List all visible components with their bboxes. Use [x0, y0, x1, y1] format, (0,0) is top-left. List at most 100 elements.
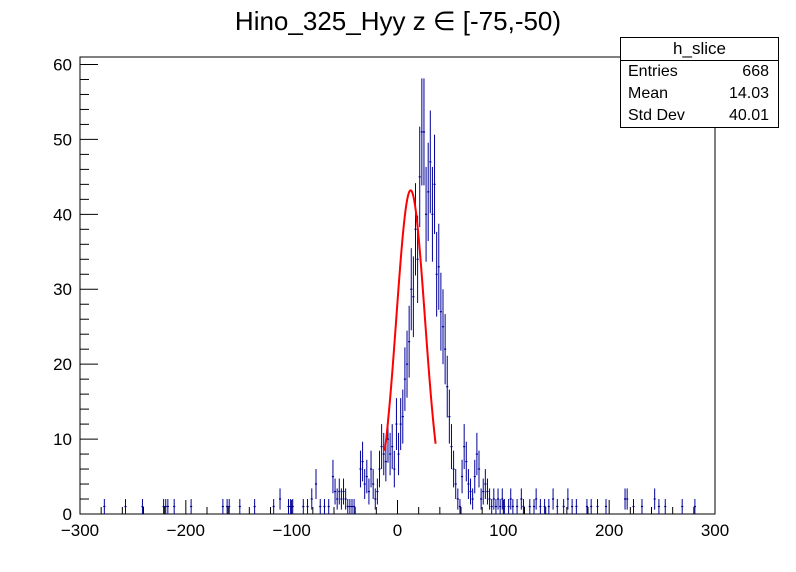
histogram-bin [405, 330, 409, 398]
histogram-bin [346, 499, 349, 514]
histogram-bin [431, 166, 434, 262]
histogram-bin [253, 499, 256, 514]
stats-value: 668 [742, 63, 769, 80]
histogram-bin [372, 469, 375, 500]
histogram-bin [441, 289, 445, 365]
histogram-bin [471, 488, 474, 510]
stats-box-title: h_slice [621, 38, 778, 61]
histogram-bin [238, 499, 241, 514]
histogram-bin [103, 499, 106, 514]
histogram-bin [681, 499, 684, 514]
histogram-bin [327, 499, 330, 514]
histogram-bin [395, 398, 398, 451]
histogram-bin [439, 272, 442, 351]
y-tick-label: 0 [63, 505, 72, 524]
histogram-bin [272, 499, 275, 514]
histogram-bin [516, 499, 519, 514]
histogram-bin [228, 499, 231, 514]
histogram-bin [475, 432, 478, 476]
histogram-bin [547, 499, 550, 514]
x-tick-label: −200 [167, 521, 205, 540]
histogram-bin [319, 499, 322, 514]
y-tick-label: 20 [53, 355, 72, 374]
stats-value: 14.03 [728, 85, 769, 102]
histogram-bin [353, 499, 356, 514]
histogram-bin [604, 499, 608, 514]
x-tick-label: 0 [393, 521, 402, 540]
histogram-bin [418, 126, 421, 228]
histogram-bin [340, 488, 343, 510]
stats-row-entries: Entries 668 [621, 61, 778, 83]
histogram-bin [331, 459, 334, 494]
histogram-bin [399, 398, 402, 451]
histogram-bin [664, 499, 667, 514]
histogram-bin [480, 488, 483, 510]
histogram-bin [532, 499, 536, 514]
histogram-bin [382, 432, 385, 476]
histogram-bin [552, 488, 555, 510]
histogram-bin [361, 441, 364, 482]
histogram-bin [287, 499, 290, 514]
histogram-bin [623, 488, 627, 510]
y-tick-label: 60 [53, 55, 72, 74]
chart-title: Hino_325_Hyy z ∈ [-75,-50) [234, 6, 562, 36]
histogram-bin [433, 134, 436, 235]
stats-row-stddev: Std Dev 40.01 [621, 105, 778, 127]
histogram-bin [369, 450, 373, 488]
histogram-bin [408, 305, 411, 378]
histogram-bin [494, 499, 497, 514]
histogram-bin [323, 499, 326, 514]
histogram-bin [363, 469, 366, 500]
histogram-bin [401, 389, 404, 444]
histogram-bin [482, 478, 485, 505]
gaussian-fit-curve [383, 189, 437, 451]
histogram-bin [306, 499, 309, 514]
histogram-bin [173, 499, 176, 514]
x-tick-label: −100 [273, 521, 311, 540]
histogram-bin [278, 488, 282, 510]
histogram-bin [590, 499, 593, 514]
x-axis: −300 −200 −100 0 100 200 300 [61, 500, 729, 540]
histogram-bin [221, 499, 224, 514]
x-tick-label: 200 [595, 521, 623, 540]
histogram-bin [334, 478, 337, 505]
histogram-bin [522, 499, 525, 514]
histogram-bin [657, 499, 660, 514]
histogram-bin [507, 499, 510, 514]
histogram-bin [422, 78, 426, 186]
histogram-bin [653, 488, 656, 510]
histogram-bin [348, 499, 351, 514]
histogram-bin [391, 424, 394, 470]
histogram-bin [562, 499, 565, 514]
histogram-bin [571, 499, 574, 514]
histogram-bin [486, 478, 489, 505]
histogram-bin [496, 488, 500, 510]
stats-box: h_slice Entries 668 Mean 14.03 Std Dev 4… [620, 37, 779, 128]
histogram-bin [509, 488, 512, 510]
histogram-bin [166, 499, 169, 514]
histogram-bin [367, 478, 370, 505]
histogram-bin [164, 499, 167, 514]
histogram-bin [289, 499, 292, 514]
histogram-bin [226, 499, 229, 514]
histogram-bin [488, 488, 491, 510]
histogram-bin [414, 183, 417, 276]
histogram-bin [378, 450, 381, 488]
histogram-bin [467, 469, 470, 500]
histogram-bin [575, 499, 578, 514]
stats-label: Entries [628, 63, 678, 80]
histogram-bins [103, 78, 696, 514]
histogram-bin [397, 432, 400, 476]
histogram-bin [490, 499, 493, 514]
histogram-bin [492, 488, 495, 510]
histogram-bin [338, 478, 341, 505]
histogram-bin [435, 231, 438, 317]
histogram-bin [477, 450, 481, 488]
histogram-bin [499, 499, 502, 514]
histogram-bin [535, 488, 538, 510]
histogram-bin [359, 450, 362, 488]
histogram-bin [314, 469, 318, 500]
histogram-bin [461, 459, 464, 494]
histogram-bin [427, 142, 430, 241]
histogram-bin [469, 478, 472, 505]
